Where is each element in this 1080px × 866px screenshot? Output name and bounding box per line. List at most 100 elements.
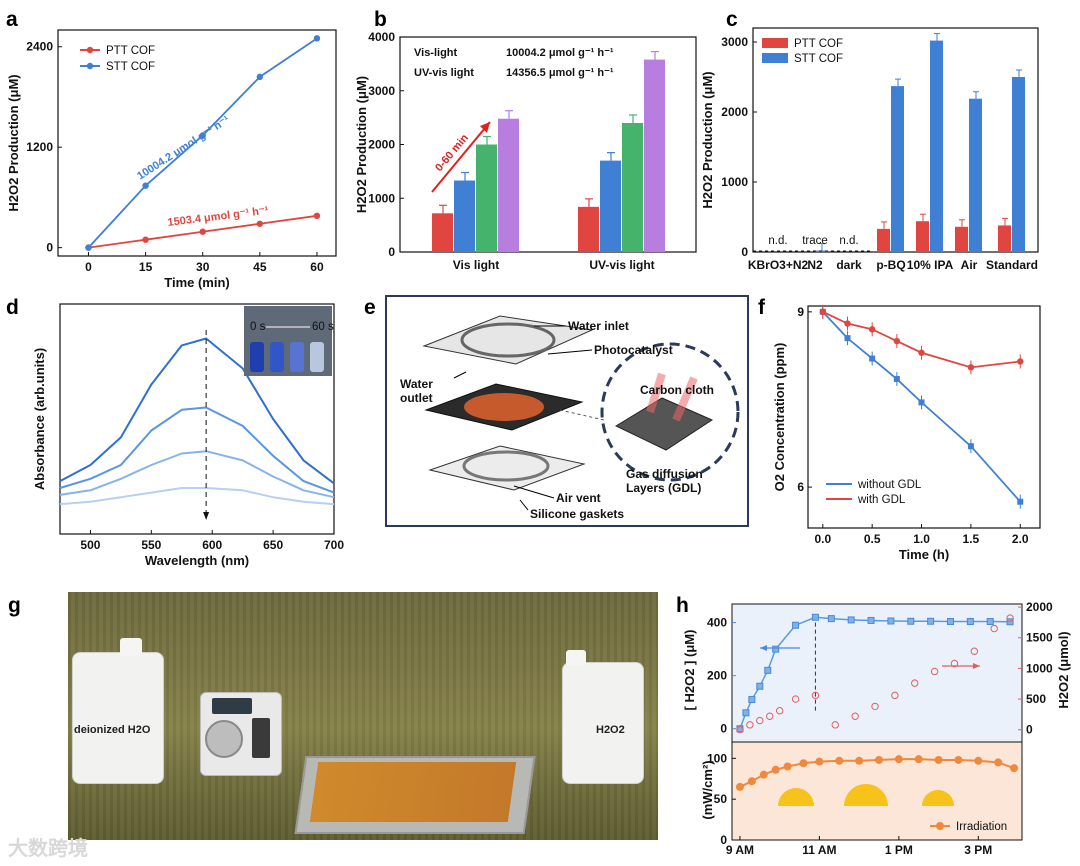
inset-end: 60 s bbox=[312, 321, 334, 333]
rate-annotation: 10004.2 μmol g⁻¹ h⁻¹ bbox=[135, 114, 232, 183]
trend-arrow-head bbox=[480, 122, 490, 133]
amount-point bbox=[871, 702, 879, 711]
irradiation-point bbox=[835, 756, 844, 765]
irradiation-point bbox=[783, 762, 792, 771]
sun-icon bbox=[844, 784, 888, 806]
plot-frame bbox=[807, 305, 1041, 529]
inset-vial bbox=[250, 342, 264, 372]
concentration-point bbox=[986, 618, 994, 626]
amount-point bbox=[756, 716, 764, 725]
panel-e-schematic: Water inlet Photocatalyst Water outlet Ca… bbox=[385, 295, 749, 527]
concentration-point bbox=[847, 616, 855, 624]
text-line: outlet bbox=[400, 391, 433, 405]
text-line: Layers (GDL) bbox=[626, 481, 701, 495]
y-axis-label: (mW/cm²) bbox=[700, 760, 715, 819]
y-axis-label: H2O2 Production (μM) bbox=[354, 76, 369, 213]
y-tick-label: 6 bbox=[797, 480, 804, 494]
top-plate bbox=[422, 315, 594, 365]
amount-point bbox=[990, 624, 998, 633]
amount-point bbox=[950, 659, 959, 668]
y2-tick-label: 1000 bbox=[1026, 661, 1053, 675]
trend-arrow bbox=[431, 121, 491, 193]
sun-icon bbox=[778, 788, 814, 806]
x-tick-label: 1.5 bbox=[963, 532, 980, 546]
label-silicone-gaskets: Silicone gaskets bbox=[530, 507, 624, 521]
gdl-mesh bbox=[614, 397, 714, 451]
x-tick-label: 1 PM bbox=[885, 843, 913, 857]
y-tick-label: 400 bbox=[707, 616, 727, 630]
data-point bbox=[313, 35, 321, 42]
right-bottle-cap bbox=[566, 650, 586, 666]
x-axis-label: Time (min) bbox=[164, 275, 230, 290]
y-tick-label: 2000 bbox=[721, 105, 748, 119]
legend-swatch bbox=[762, 38, 788, 48]
y-axis-label: O2 Concentration (ppm) bbox=[772, 343, 787, 492]
concentration-point bbox=[927, 617, 935, 625]
outdoor-photo: deionized H2O H2O2 bbox=[68, 592, 658, 840]
x-tick-label: 650 bbox=[263, 538, 283, 552]
chart-d: 500 550 600 650 700 Wavelength (nm) Absorbance… bbox=[32, 303, 344, 568]
inset-vial bbox=[310, 342, 324, 372]
concentration-point bbox=[907, 617, 915, 625]
top-ring bbox=[460, 322, 556, 358]
label-water-inlet: Water inlet bbox=[568, 319, 629, 333]
irradiation-point bbox=[759, 770, 768, 779]
x-axis-label: Time (h) bbox=[899, 547, 949, 562]
y2-tick-label: 1500 bbox=[1026, 631, 1053, 645]
photocatalyst-disc bbox=[464, 393, 544, 421]
amount-point bbox=[930, 667, 939, 676]
data-point bbox=[256, 220, 264, 227]
legend-marker bbox=[936, 822, 944, 830]
data-point bbox=[142, 236, 149, 243]
y-tick-label: 0 bbox=[46, 241, 53, 255]
irradiation-point bbox=[735, 782, 744, 791]
legend-label: STT COF bbox=[794, 53, 843, 65]
irradiation-point bbox=[799, 759, 808, 768]
x-tick-label: Air bbox=[961, 258, 978, 272]
inset-start: 0 s bbox=[250, 321, 266, 333]
amount-point bbox=[766, 712, 774, 720]
bar bbox=[930, 40, 943, 252]
spectrum-curve bbox=[59, 337, 335, 485]
left-bottle-cap bbox=[120, 638, 142, 656]
x-tick-label: dark bbox=[836, 258, 862, 272]
bar bbox=[600, 160, 621, 252]
nd-annotation: n.d. bbox=[839, 235, 858, 247]
panel-label-g: g bbox=[8, 594, 21, 617]
right-bottle bbox=[562, 662, 644, 784]
amount-point bbox=[736, 726, 744, 734]
x-tick-label: Standard bbox=[986, 258, 1038, 272]
irradiation-point bbox=[747, 777, 756, 786]
amount-point bbox=[1006, 614, 1014, 622]
bar bbox=[498, 118, 519, 252]
panel-label-h: h bbox=[676, 594, 689, 617]
x-tick-label: 700 bbox=[324, 538, 344, 552]
y-axis-label: [ H2O2 ] (μM) bbox=[682, 630, 697, 711]
y-tick-label: 100 bbox=[707, 751, 727, 765]
irradiation-point bbox=[894, 755, 903, 764]
leader-gaskets bbox=[519, 499, 529, 511]
legend-label: PTT COF bbox=[794, 38, 843, 50]
top-plot-area bbox=[731, 603, 1023, 743]
pump-head bbox=[205, 720, 243, 758]
concentration-point bbox=[764, 666, 772, 674]
irradiation-point bbox=[994, 758, 1003, 767]
irradiation-point bbox=[934, 755, 943, 764]
y-tick-label: 200 bbox=[707, 669, 727, 683]
x-axis-label: Wavelength (nm) bbox=[145, 553, 249, 568]
y-tick-label: 2400 bbox=[26, 40, 53, 54]
concentration-point bbox=[772, 645, 780, 653]
irradiation-point bbox=[855, 756, 864, 765]
peak-arrow bbox=[203, 512, 210, 520]
y-tick-label: 1200 bbox=[26, 140, 53, 154]
plot-frame bbox=[57, 29, 337, 257]
legend-label: PTT COF bbox=[106, 45, 155, 57]
left-axis-arrow-head bbox=[760, 645, 767, 651]
concentration-point bbox=[966, 618, 974, 626]
legend-swatch bbox=[762, 53, 788, 63]
rate-value: 14356.5 μmol g⁻¹ h⁻¹ bbox=[506, 67, 614, 79]
y-axis-label: Absorbance (arb.units) bbox=[32, 348, 47, 490]
y-tick-label: 0 bbox=[720, 722, 727, 736]
irradiation-point bbox=[815, 757, 824, 766]
concentration-point bbox=[792, 621, 800, 629]
